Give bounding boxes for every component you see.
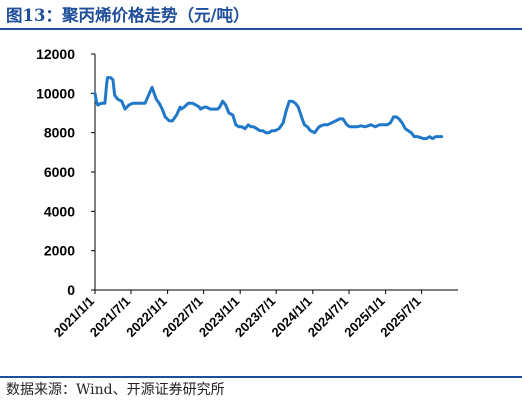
title-divider: [0, 28, 522, 30]
y-tick-label: 12000: [36, 46, 75, 62]
price-series-line: [93, 76, 444, 141]
data-source: 数据来源：Wind、开源证券研究所: [6, 382, 225, 398]
y-axis-ticks: 0 2000 4000 6000 8000 10000 12000: [36, 46, 95, 298]
y-tick-label: 0: [67, 282, 75, 298]
source-divider: [0, 376, 522, 378]
y-tick-label: 10000: [36, 85, 75, 101]
x-tick-label: 2025/7/1: [377, 294, 423, 340]
y-tick-label: 6000: [44, 164, 75, 180]
price-chart: 0 2000 4000 6000 8000 10000 12000 2021/1/12021…: [36, 46, 458, 340]
y-tick-label: 2000: [44, 243, 75, 259]
chart-title: 图13：聚丙烯价格走势（元/吨）: [6, 6, 250, 25]
x-axis-ticks: 2021/1/12021/7/12022/1/12022/7/12023/1/1…: [51, 290, 424, 340]
y-tick-label: 8000: [44, 125, 75, 141]
y-tick-label: 4000: [44, 203, 75, 219]
